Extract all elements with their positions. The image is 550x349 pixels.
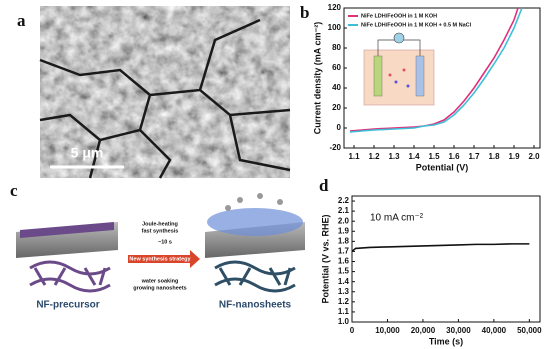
panel-label: b bbox=[300, 3, 309, 22]
y-tick-label: 1.9 bbox=[338, 226, 350, 235]
panel-label: c bbox=[10, 181, 18, 200]
schematic bbox=[16, 193, 305, 293]
y-tick-label: 2.0 bbox=[338, 216, 350, 225]
x-tick-label: 1.4 bbox=[408, 152, 420, 161]
legend-label: NiFe LDH/FeOOH in 1 M KOH + 0.5 M NaCl bbox=[361, 22, 472, 28]
y-tick-label: 40 bbox=[332, 83, 341, 92]
y-tick-label: 1.6 bbox=[338, 257, 350, 266]
y-axis-label: Current density (mA cm⁻²) bbox=[312, 22, 322, 134]
y-axis-label: Potential (V vs. RHE) bbox=[320, 214, 330, 303]
data-line bbox=[349, 7, 523, 133]
x-tick-label: 20,000 bbox=[411, 326, 436, 335]
step-text: fast synthesis bbox=[142, 228, 179, 234]
y-tick-label: 120 bbox=[328, 3, 342, 12]
y-tick-label: 1.1 bbox=[338, 307, 350, 316]
x-tick-label: 0 bbox=[350, 326, 355, 335]
y-tick-label: 1.0 bbox=[338, 317, 350, 326]
data-line bbox=[349, 7, 519, 132]
plot-frame bbox=[351, 195, 541, 323]
time-text: ~10 s bbox=[158, 239, 172, 245]
y-tick-label: 1.4 bbox=[338, 277, 350, 286]
x-tick-label: 1.1 bbox=[348, 152, 360, 161]
x-tick-label: 1.9 bbox=[508, 152, 520, 161]
inset-schematic bbox=[363, 32, 435, 106]
annotation: 10 mA cm⁻² bbox=[370, 213, 424, 224]
x-tick-label: 50,000 bbox=[517, 326, 542, 335]
scale-bar-label: 5 μm bbox=[71, 145, 104, 161]
y-tick-label: 1.7 bbox=[338, 247, 350, 256]
x-tick-label: 10,000 bbox=[375, 326, 400, 335]
plot-frame bbox=[343, 7, 541, 149]
y-tick-label: 60 bbox=[332, 63, 341, 72]
y-tick-label: 100 bbox=[328, 23, 342, 32]
x-tick-label: 1.8 bbox=[488, 152, 500, 161]
y-tick-label: 1.3 bbox=[338, 287, 350, 296]
step-text: growing nanosheets bbox=[133, 285, 186, 291]
panel-label: d bbox=[319, 176, 329, 195]
x-tick-label: 30,000 bbox=[446, 326, 471, 335]
x-tick-label: 1.5 bbox=[428, 152, 440, 161]
arrow-text: New synthesis strategy bbox=[129, 256, 191, 262]
y-tick-label: 20 bbox=[332, 103, 341, 112]
y-tick-label: 1.2 bbox=[338, 297, 350, 306]
x-tick-label: 40,000 bbox=[482, 326, 507, 335]
y-tick-label: 1.8 bbox=[338, 236, 350, 245]
x-axis-label: Time (s) bbox=[429, 336, 463, 346]
panel-label: a bbox=[17, 11, 26, 30]
y-tick-label: 80 bbox=[332, 43, 341, 52]
y-tick-label: -20 bbox=[329, 143, 341, 152]
data-line bbox=[351, 243, 530, 253]
x-tick-label: 1.7 bbox=[468, 152, 480, 161]
x-tick-label: 1.3 bbox=[388, 152, 400, 161]
legend-label: NiFe LDH/FeOOH in 1 M KOH bbox=[361, 13, 437, 19]
y-tick-label: 2.2 bbox=[338, 196, 350, 205]
step-text: water soaking bbox=[141, 278, 179, 284]
y-tick-label: 1.5 bbox=[338, 267, 350, 276]
nanosheets-label: NF-nanosheets bbox=[219, 300, 292, 311]
x-axis-label: Potential (V) bbox=[416, 162, 469, 172]
x-tick-label: 1.2 bbox=[368, 152, 380, 161]
sem-image: 5 μm bbox=[39, 6, 291, 179]
step-text: Joule-heating bbox=[142, 221, 178, 227]
precursor-label: NF-precursor bbox=[36, 300, 99, 311]
y-tick-label: 2.1 bbox=[338, 206, 350, 215]
y-tick-label: 0 bbox=[337, 123, 342, 132]
x-tick-label: 1.6 bbox=[448, 152, 460, 161]
x-tick-label: 2.0 bbox=[528, 152, 540, 161]
